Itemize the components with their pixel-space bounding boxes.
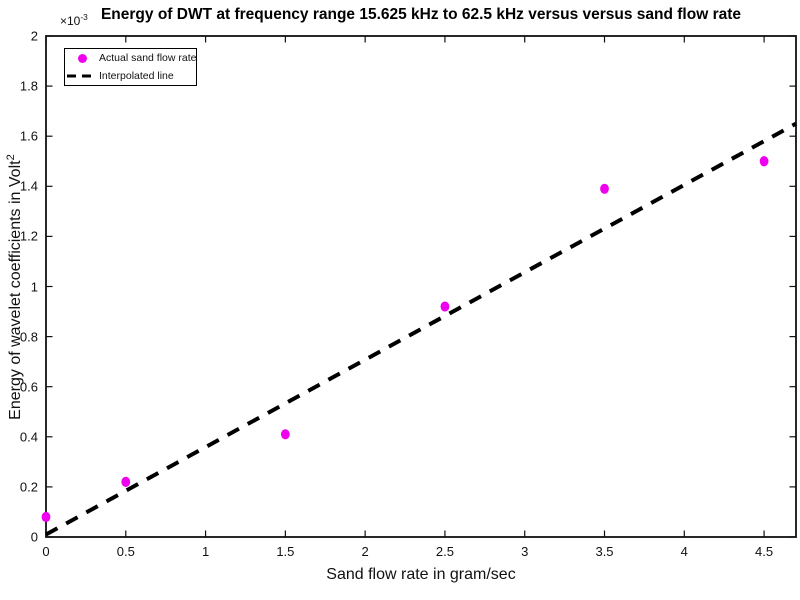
y-tick-label: 0.2 [19, 479, 38, 495]
y-tick-label: 1 [30, 279, 38, 294]
interpolated-line [45, 121, 797, 537]
y-tick-label: 0.6 [19, 379, 38, 395]
legend-swatch-line [65, 74, 99, 78]
y-tick-label: 0.4 [19, 429, 38, 445]
x-tick-label: 3 [521, 544, 529, 559]
x-tick-label: 1.5 [276, 544, 295, 559]
x-tick-label: 4 [680, 544, 688, 559]
x-tick-label: 4.5 [755, 544, 774, 559]
y-tick-label: 1.2 [19, 228, 38, 244]
y-axis-label-sup: 2 [4, 154, 17, 161]
y-tick-label: 1.4 [19, 178, 38, 194]
data-point-marker [280, 429, 290, 440]
y-axis-exponent-base: ×10 [60, 14, 81, 28]
y-axis-exponent: ×10-3 [60, 12, 88, 28]
data-point-marker [440, 301, 450, 312]
y-tick-label: 0.8 [19, 329, 38, 345]
x-tick-label: 2 [361, 544, 369, 559]
x-tick-label: 0.5 [116, 544, 135, 559]
chart-title: Energy of DWT at frequency range 15.625 … [100, 6, 742, 23]
legend-label-actual: Actual sand flow rate [99, 52, 197, 65]
legend-entry-interpolated: Interpolated line [65, 68, 196, 84]
x-axis-label: Sand flow rate in gram/sec [326, 566, 516, 583]
plot-box [45, 35, 797, 538]
y-tick-label: 2 [30, 28, 38, 44]
data-point-marker [121, 476, 131, 487]
legend-label-interpolated: Interpolated line [99, 69, 174, 82]
data-point-marker [600, 183, 609, 194]
x-tick-label: 3.5 [595, 544, 614, 559]
legend-swatch-scatter [65, 53, 99, 63]
y-tick-label: 1.8 [19, 78, 38, 94]
data-point-marker [41, 511, 51, 523]
y-tick-label: 0 [30, 529, 38, 545]
y-axis-exponent-power: -3 [80, 12, 88, 22]
x-tick-label: 0 [42, 544, 50, 559]
dashed-line-icon [67, 74, 97, 78]
legend-box: Actual sand flow rate Interpolated line [64, 48, 197, 86]
y-tick-label: 1.6 [19, 128, 38, 144]
x-tick-label: 1 [201, 544, 210, 559]
scatter-marker-icon [77, 53, 87, 63]
x-tick-label: 2.5 [435, 544, 454, 559]
data-point-marker [759, 156, 769, 167]
legend-entry-actual: Actual sand flow rate [65, 50, 196, 66]
